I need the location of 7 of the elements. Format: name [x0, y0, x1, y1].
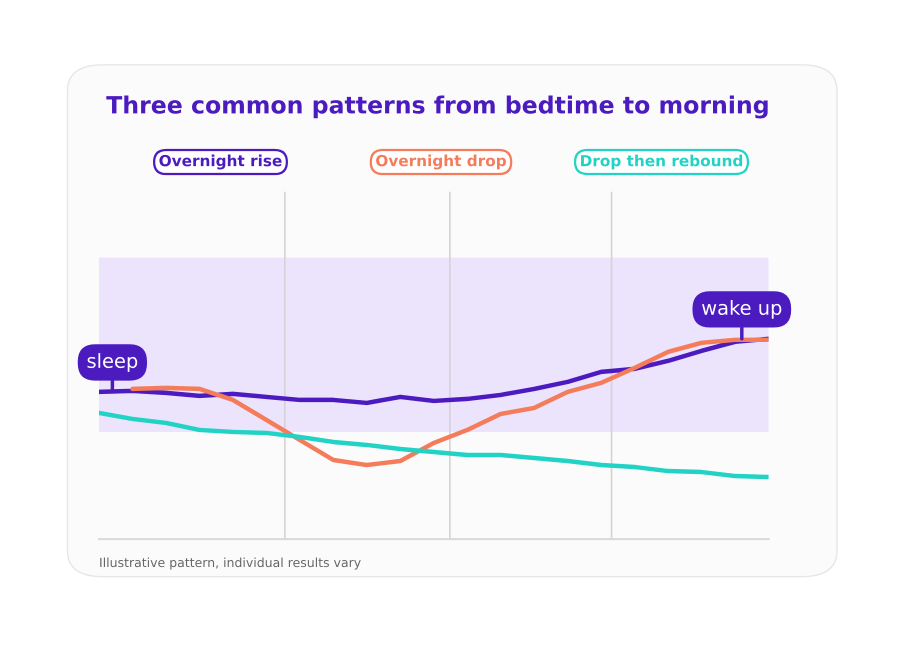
- text: Drop then rebound: [581, 154, 742, 170]
- text: Overnight rise: [159, 154, 282, 170]
- text: Illustrative pattern, individual results vary: [100, 558, 361, 570]
- annotation: sleep: [88, 353, 138, 372]
- chart-title: Three common patterns from bedtime to morning: [106, 95, 768, 118]
- text: Overnight drop: [376, 154, 506, 170]
- text: wake up: [702, 300, 782, 319]
